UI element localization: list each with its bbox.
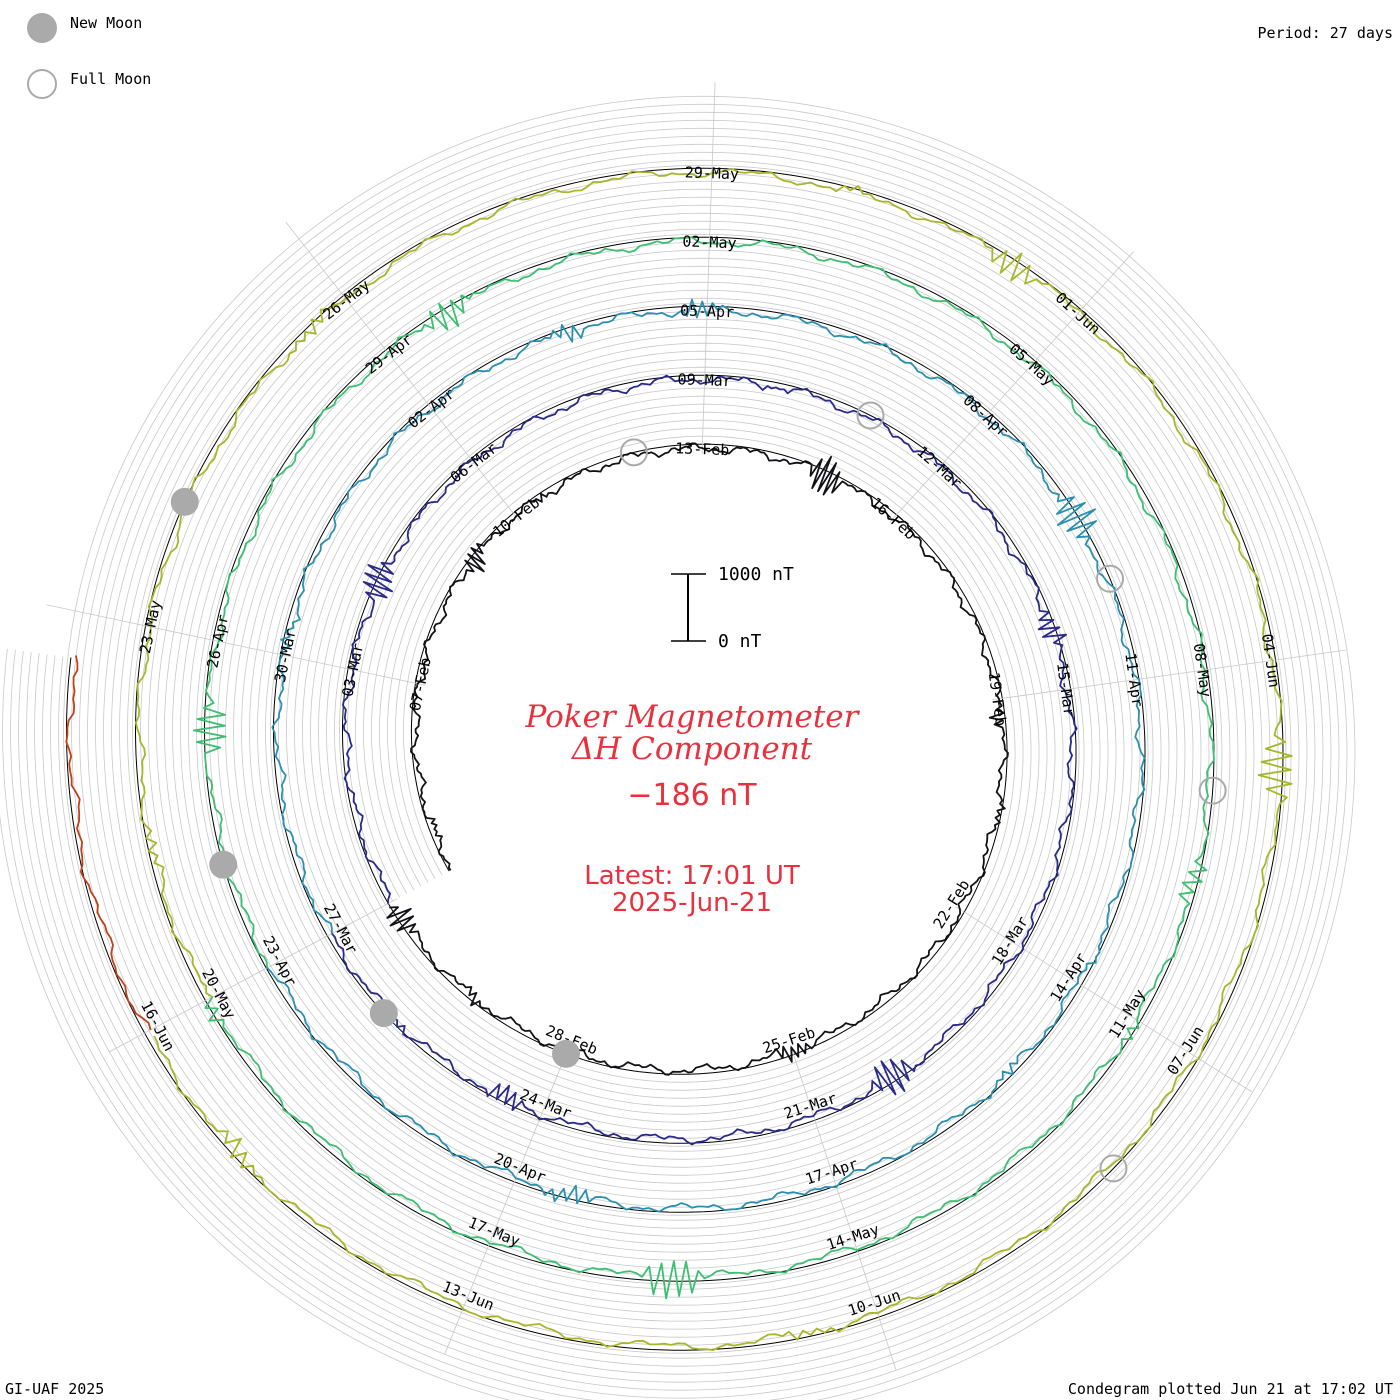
data-traces: [65, 167, 1293, 1351]
latest-time: Latest: 17:01 UT: [584, 861, 800, 891]
spoke-line: [46, 604, 426, 686]
date-label: 24-Mar: [517, 1085, 574, 1122]
new-moon-icon: [27, 13, 57, 43]
new-moon-marker: [209, 850, 238, 879]
full-moon-marker: [1099, 1154, 1128, 1183]
date-label: 05-Apr: [680, 301, 735, 321]
full-moon-marker: [856, 401, 885, 430]
spoke-line: [790, 1044, 897, 1370]
date-label: 11-Apr: [1121, 652, 1146, 708]
full-moon-marker: [1198, 776, 1227, 805]
grid-spiral: [50, 151, 1300, 1367]
trace-cycle-4: [193, 236, 1215, 1300]
chart-title-line1: Poker Magnetometer: [525, 699, 861, 735]
new-moon-marker: [552, 1039, 581, 1068]
credit-label: GI-UAF 2025: [5, 1380, 104, 1398]
new-moon-marker: [170, 487, 199, 516]
moon-markers: [170, 401, 1227, 1183]
grid-spiral: [18, 119, 1332, 1399]
scale-bottom-label: 0 nT: [718, 631, 762, 652]
spoke-line: [992, 649, 1346, 701]
period-label: Period: 27 days: [1258, 24, 1393, 42]
date-label: 03-Mar: [338, 642, 367, 699]
latest-value: −186 nT: [627, 778, 757, 813]
date-label: 08-May: [1190, 642, 1215, 698]
full-moon-label: Full Moon: [70, 70, 151, 88]
trace-cycle-6: [65, 655, 152, 1031]
date-label: 09-Mar: [677, 370, 732, 390]
date-label: 07-Feb: [406, 656, 435, 713]
full-moon-icon: [27, 69, 57, 99]
date-label: 13-Feb: [675, 439, 730, 459]
date-label: 29-May: [684, 163, 739, 183]
date-label: 12-Mar: [913, 442, 965, 492]
spoke-line: [955, 906, 1252, 1093]
legend: New Moon Full Moon: [27, 13, 151, 99]
date-label: 25-Feb: [760, 1023, 817, 1057]
scale-top-label: 1000 nT: [718, 564, 794, 585]
date-label: 20-Apr: [491, 1149, 548, 1186]
date-label: 16-Feb: [867, 494, 919, 544]
date-label: 13-Jun: [440, 1277, 497, 1314]
spoke-line: [701, 82, 716, 455]
full-moon-marker: [619, 438, 648, 467]
date-label: 04-Jun: [1258, 633, 1283, 689]
trace-cycle-2: [331, 374, 1078, 1146]
date-label: 15-Mar: [1053, 661, 1078, 717]
trace-cycle-1: [386, 442, 1009, 1076]
grid-spiral: [0, 95, 1356, 1400]
latest-date: 2025-Jun-21: [612, 888, 772, 918]
trace-cycle-5: [135, 167, 1293, 1351]
date-label: 26-Apr: [203, 613, 232, 670]
chart-title-line2: ΔH Component: [571, 731, 813, 767]
full-moon-marker: [1096, 564, 1125, 593]
grid-spiral: [58, 159, 1292, 1359]
spoke-line: [109, 898, 398, 1053]
date-label: 02-May: [682, 232, 737, 252]
spoke-line: [889, 251, 1134, 523]
spoke-line: [285, 221, 520, 522]
grid-spiral: [10, 111, 1340, 1400]
grid-spiral: [42, 143, 1308, 1375]
grid-spiral: [2, 103, 1348, 1400]
spoke-line: [444, 1044, 571, 1355]
new-moon-marker: [369, 999, 398, 1028]
grid-spiral: [26, 127, 1324, 1391]
date-label: 30-Mar: [271, 627, 300, 684]
plotted-label: Condegram plotted Jun 21 at 17:02 UT: [1068, 1380, 1393, 1398]
date-label: 23-May: [136, 598, 165, 655]
day-spokes: [46, 82, 1346, 1370]
new-moon-label: New Moon: [70, 14, 142, 32]
scale-bar: 1000 nT 0 nT: [671, 564, 794, 652]
grid-spiral: [34, 135, 1316, 1383]
trace-cycle-3: [266, 298, 1146, 1213]
